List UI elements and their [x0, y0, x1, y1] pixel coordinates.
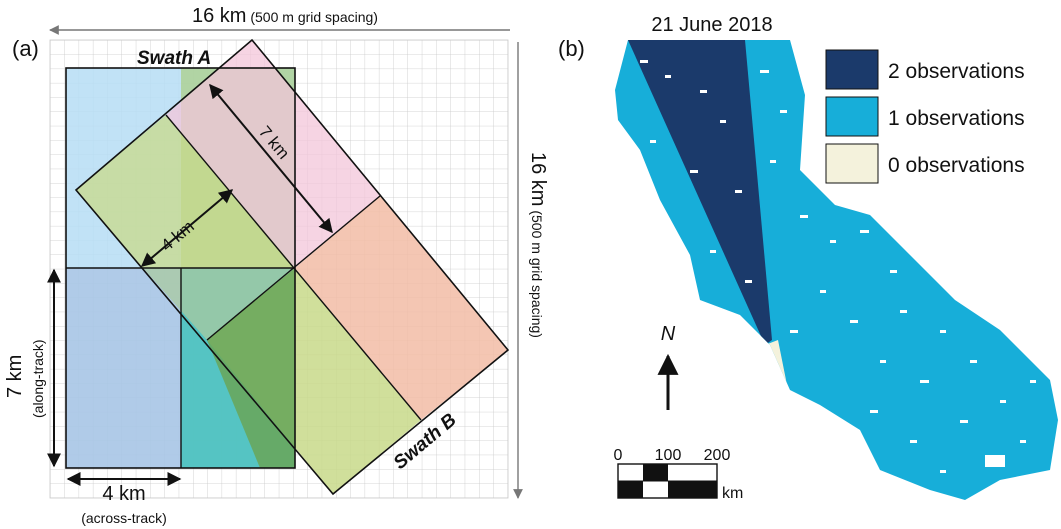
diag-4km-arrow — [140, 189, 234, 267]
two-observation-band — [628, 40, 772, 345]
legend-label-2-obs: 2 observations — [888, 60, 1025, 83]
scale-tick-0: 0 — [614, 447, 623, 464]
legend-label-0-obs: 0 observations — [888, 154, 1025, 177]
legend-swatch-2-obs — [825, 49, 879, 90]
scale-bar: 0 100 200 km — [614, 447, 744, 502]
panel-a: (a) 16 km (500 m grid spacing) 16 km (50… — [4, 5, 549, 526]
scale-block — [618, 481, 643, 498]
bottom-4km-label: 4 km — [102, 483, 145, 505]
north-symbol: N — [661, 323, 676, 345]
legend-swatch-0-obs — [825, 143, 879, 184]
north-arrow: N — [657, 323, 679, 410]
swath-b-salmon-region — [295, 196, 508, 420]
swath-a-label: Swath A — [137, 48, 211, 69]
scale-block — [643, 464, 668, 481]
diag-7km-arrow — [209, 83, 333, 234]
across-track-label: (across-track) — [81, 510, 167, 526]
cloud-gaps — [640, 60, 1036, 473]
map-date-title: 21 June 2018 — [651, 14, 772, 36]
right-dimension-label: 16 km (500 m grid spacing) — [527, 152, 549, 338]
left-7km-label: 7 km — [4, 355, 26, 398]
scale-tick-200: 200 — [704, 447, 731, 464]
panel-b-label: (b) — [558, 36, 585, 61]
legend-label-1-obs: 1 observations — [888, 107, 1025, 130]
scale-unit: km — [722, 485, 743, 502]
swath-b-quarter-line — [165, 114, 422, 421]
panel-b: (b) 21 June 2018 — [558, 14, 1058, 502]
top-dimension-label: 16 km (500 m grid spacing) — [192, 5, 378, 27]
swath-b-dark-green-region — [207, 268, 295, 468]
scale-block — [668, 481, 717, 498]
scale-tick-100: 100 — [655, 447, 682, 464]
swath-b-outline — [74, 38, 510, 496]
legend-swatch-1-obs — [825, 96, 879, 137]
legend: 2 observations 1 observations 0 observat… — [825, 49, 1025, 184]
along-track-label: (along-track) — [30, 339, 46, 418]
panel-a-label: (a) — [12, 36, 39, 61]
